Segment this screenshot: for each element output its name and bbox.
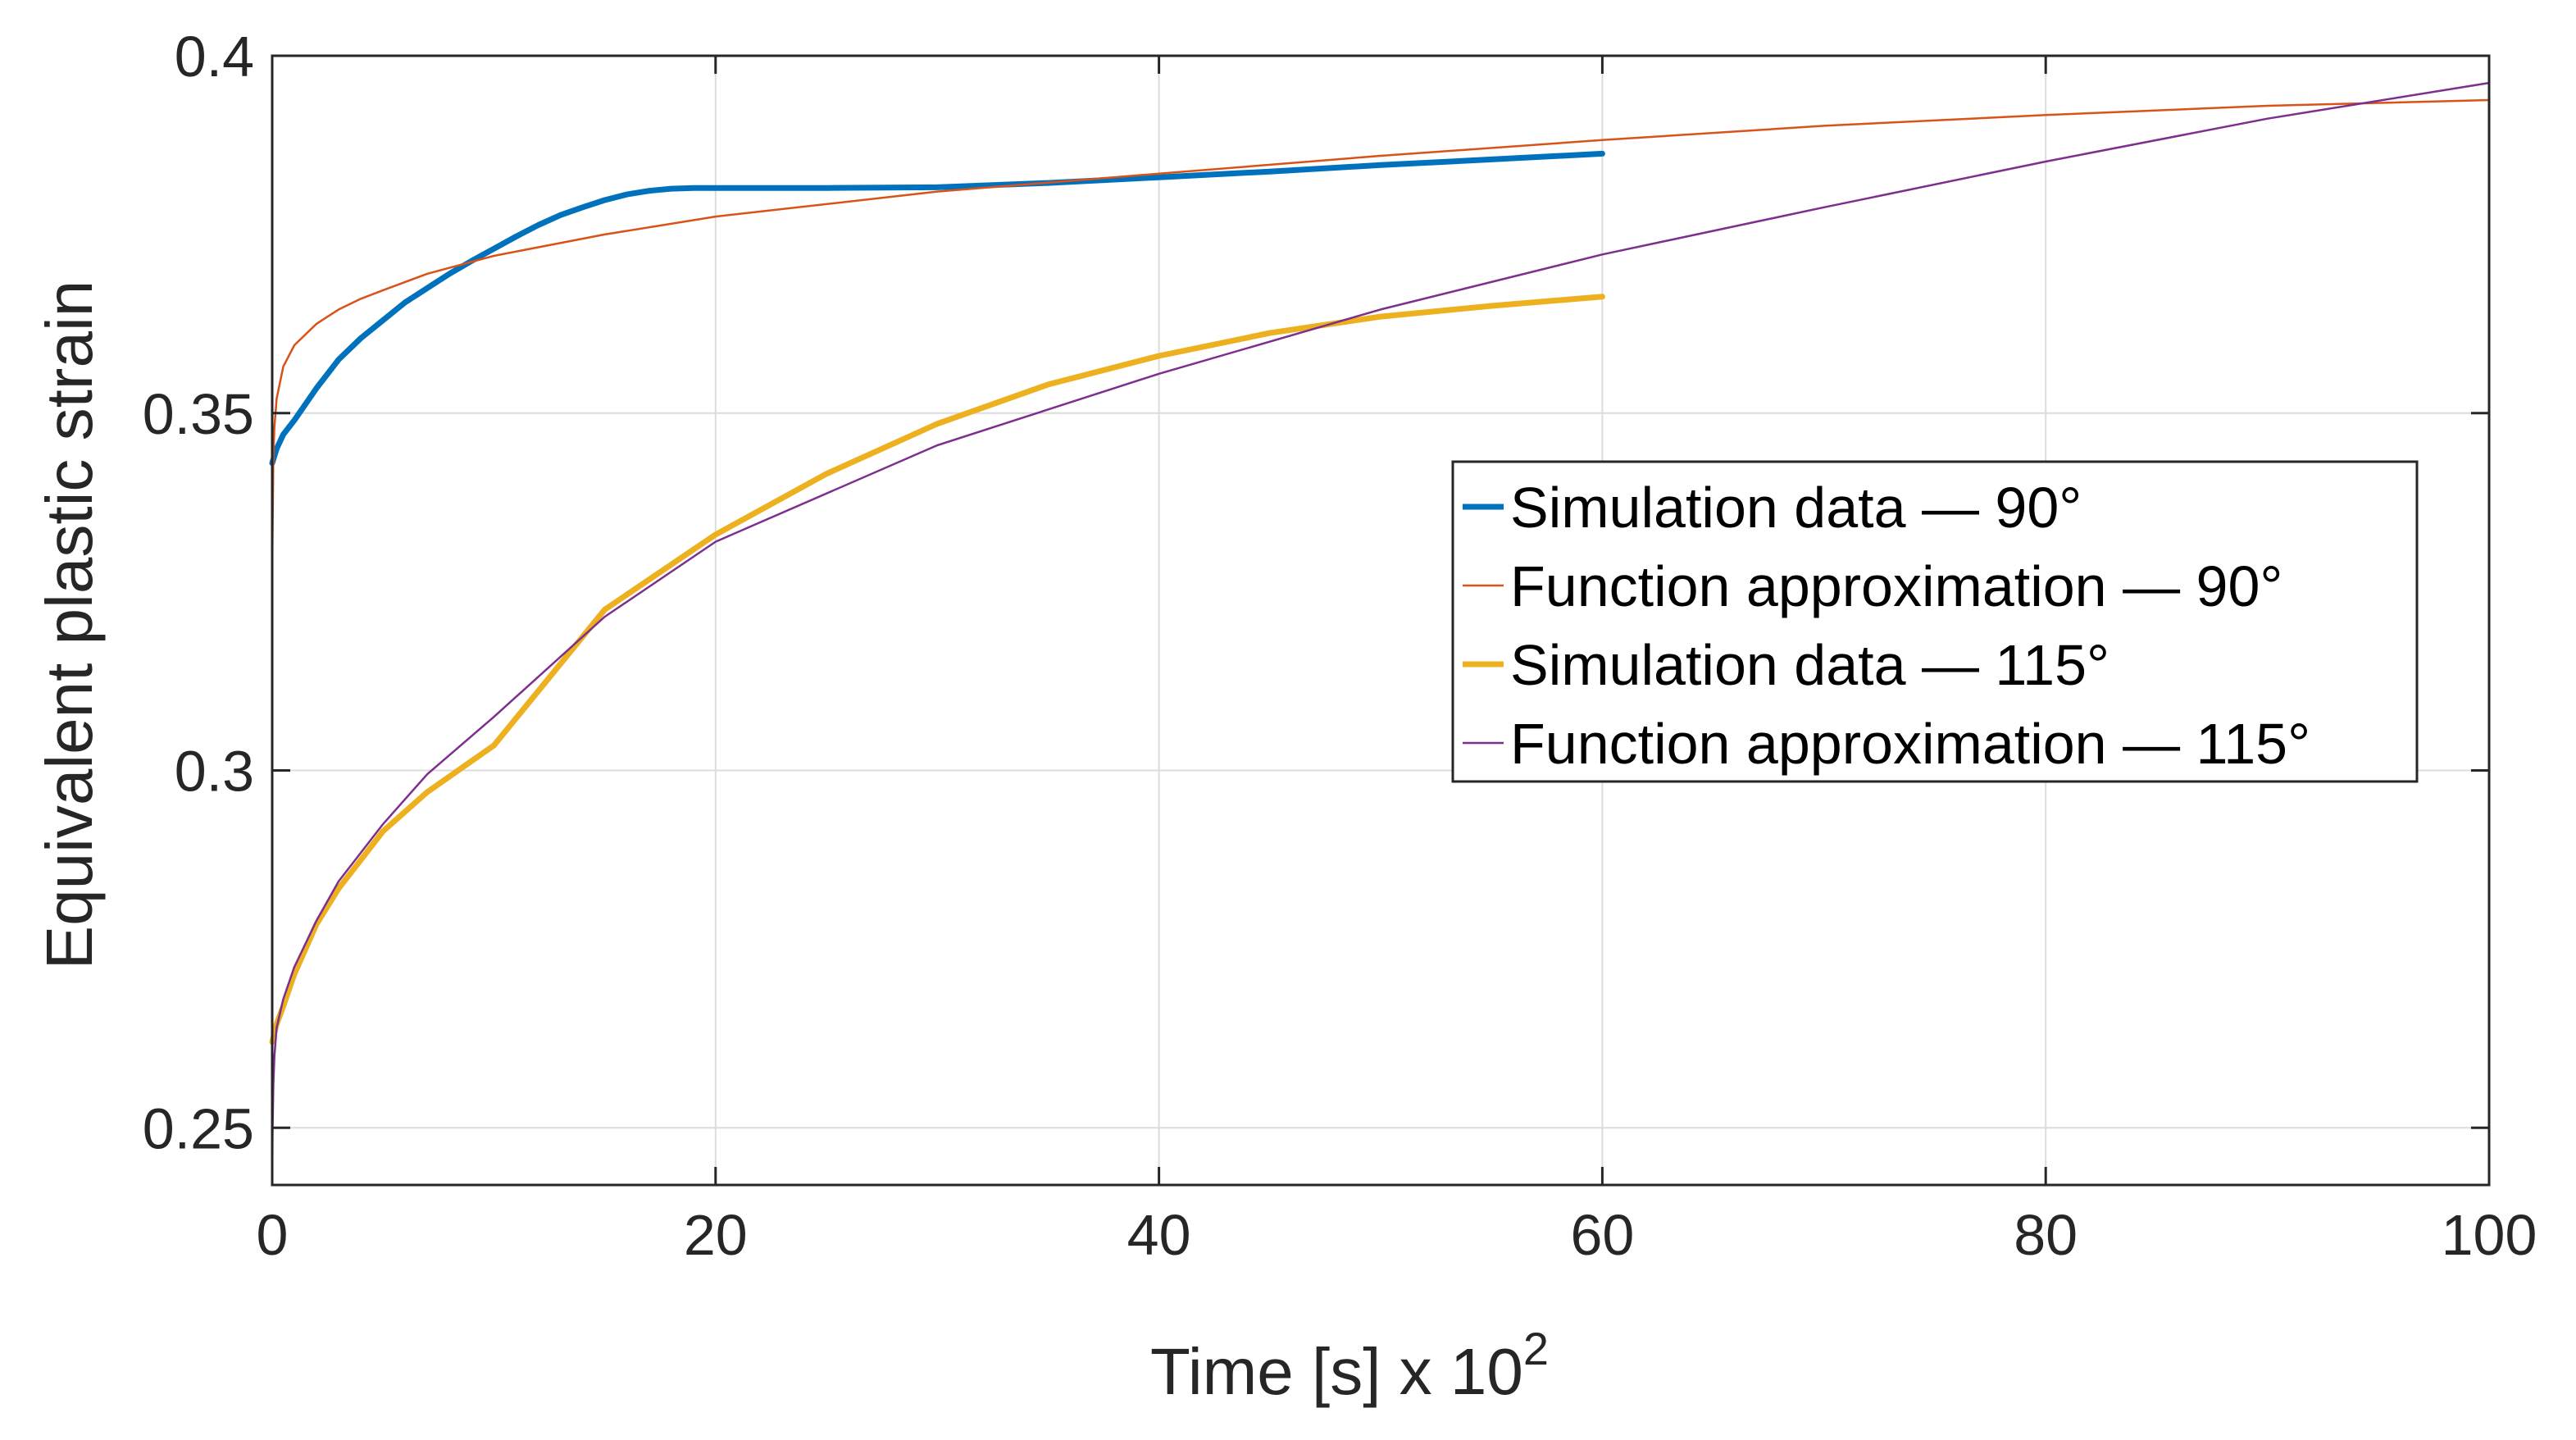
- y-tick-label: 0.35: [143, 382, 254, 446]
- y-tick-label: 0.25: [143, 1096, 254, 1160]
- x-tick-label: 0: [257, 1203, 289, 1267]
- legend-label-2: Simulation data — 115°: [1510, 633, 2109, 697]
- legend-box: [1451, 460, 2419, 783]
- x-tick-label: 100: [2442, 1203, 2537, 1267]
- axes-box: [271, 54, 2491, 1187]
- x-tick-label: 20: [684, 1203, 748, 1267]
- y-axis-title: Equivalent plastic strain: [33, 280, 106, 969]
- series-line-1: [271, 98, 2491, 572]
- series-line-3: [271, 81, 2491, 1187]
- x-tick-label: 40: [1127, 1203, 1191, 1267]
- x-tick-label: 60: [1570, 1203, 1634, 1267]
- x-axis-title: Time [s] x 102: [1150, 1323, 1549, 1408]
- tick-labels: 0 20 40 60 80 100 0.25 0.3 0.35 0.4: [143, 25, 2537, 1267]
- y-tick-label: 0.3: [175, 740, 254, 804]
- x-axis-title-exponent: 2: [1523, 1323, 1549, 1374]
- legend: Simulation data — 90° Function approximat…: [1451, 460, 2419, 783]
- x-tick-label: 80: [2014, 1203, 2078, 1267]
- legend-label-3: Function approximation — 115°: [1510, 712, 2310, 776]
- legend-label-0: Simulation data — 90°: [1510, 476, 2082, 540]
- legend-label-1: Function approximation — 90°: [1510, 554, 2282, 618]
- series-line-2: [269, 294, 1605, 1046]
- y-tick-label: 0.4: [175, 25, 254, 89]
- x-axis-title-base: Time [s] x 10: [1150, 1335, 1523, 1408]
- axes: [271, 54, 2491, 1187]
- series-layer: [269, 81, 2491, 1187]
